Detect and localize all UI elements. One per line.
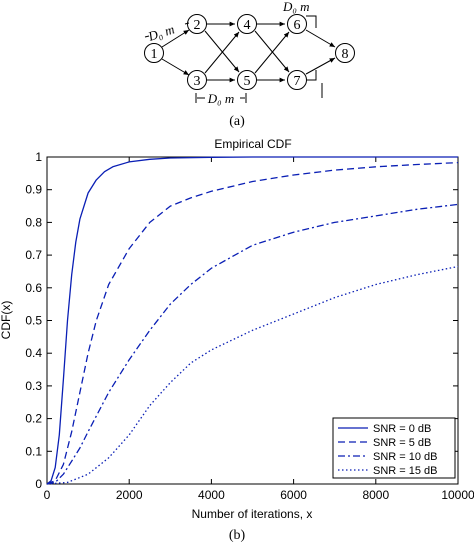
edge-7-8 [305,57,336,75]
caption-b: (b) [229,528,246,543]
x-tick-label: 2000 [116,488,143,502]
node-8: 8 [335,43,355,63]
y-axis-label: CDF(x) [0,301,13,340]
series-line-snr-10-db [46,203,459,485]
distance-tick-left-b [184,22,190,25]
cdf-chart: Empirical CDF 00.10.20.30.40.50.60.70.80… [0,137,474,521]
series-line-snr-5-db [46,161,459,485]
distance-bracket-right-bottom [306,70,317,81]
node-7-label: 7 [294,74,301,89]
x-tick-label: 4000 [198,488,225,502]
node-1: 1 [144,43,164,63]
y-tick-label: 0.3 [25,379,42,393]
edge-5-6 [254,31,290,74]
y-tick-label: 0.1 [25,444,42,458]
legend: SNR = 0 dB SNR = 5 dB SNR = 10 dB SNR = 15 … [332,417,456,479]
node-7: 7 [287,70,307,90]
node-3: 3 [187,70,207,90]
node-6-label: 6 [294,18,301,33]
diagram-edges [161,21,336,83]
edge-6-8 [305,29,336,48]
node-8-label: 8 [342,47,349,62]
legend-label-snr-15-db: SNR = 15 dB [373,465,438,477]
y-tick-label: 0.5 [25,314,42,328]
node-1-label: 1 [151,47,158,62]
y-tick-label: 0.8 [25,215,42,229]
y-tick-label: 1 [35,150,42,164]
distance-label-bottom: D₀ m [207,91,235,106]
distance-label-right: D₀ m [282,0,310,14]
y-tick-label: 0.7 [25,248,42,262]
legend-label-snr-0-db: SNR = 0 dB [373,423,431,435]
distance-annotation-bottom: D₀ m [195,91,247,106]
y-tick-label: 0.6 [25,281,42,295]
edge-1-3 [161,58,190,76]
distance-annotation-right: D₀ m [282,0,323,98]
legend-label-snr-5-db: SNR = 5 dB [373,437,431,449]
node-5-label: 5 [244,74,251,89]
edge-3-4 [204,31,240,74]
node-6: 6 [287,14,307,34]
node-5: 5 [237,70,257,90]
x-tick-label: 6000 [280,488,307,502]
y-axis: 0 0.1 0.2 0.3 0.4 0.5 0.6 0.7 0.8 0.9 1 [25,150,458,491]
y-tick-label: 0 [35,477,42,491]
series-line-snr-0-db [46,156,458,485]
x-axis: 0 2000 4000 6000 8000 10000 [44,157,474,502]
node-4: 4 [237,14,257,34]
network-diagram: 1 2 3 4 5 6 7 [144,0,355,129]
x-tick-label: 0 [44,488,51,502]
x-axis-label: Number of iterations, x [192,507,313,521]
y-tick-label: 0.2 [25,412,42,426]
distance-annotation-left: D₀ m [144,21,190,44]
series-layer [46,156,459,485]
node-2-label: 2 [194,18,201,33]
edge-4-7 [254,30,290,73]
y-tick-label: 0.9 [25,183,42,197]
x-tick-label: 8000 [362,488,389,502]
edge-2-5 [204,30,240,73]
distance-tick-left-a [144,35,150,38]
chart-title: Empirical CDF [214,137,291,151]
legend-label-snr-10-db: SNR = 10 dB [373,451,438,463]
node-4-label: 4 [244,18,251,33]
x-tick-label: 10000 [441,488,474,502]
node-3-label: 3 [194,74,201,89]
y-tick-label: 0.4 [25,346,42,360]
edge-1-2 [161,29,190,48]
caption-a: (a) [229,114,245,129]
diagram-nodes: 1 2 3 4 5 6 7 [144,14,355,90]
node-2: 2 [187,14,207,34]
distance-bracket-right-top [306,15,317,28]
